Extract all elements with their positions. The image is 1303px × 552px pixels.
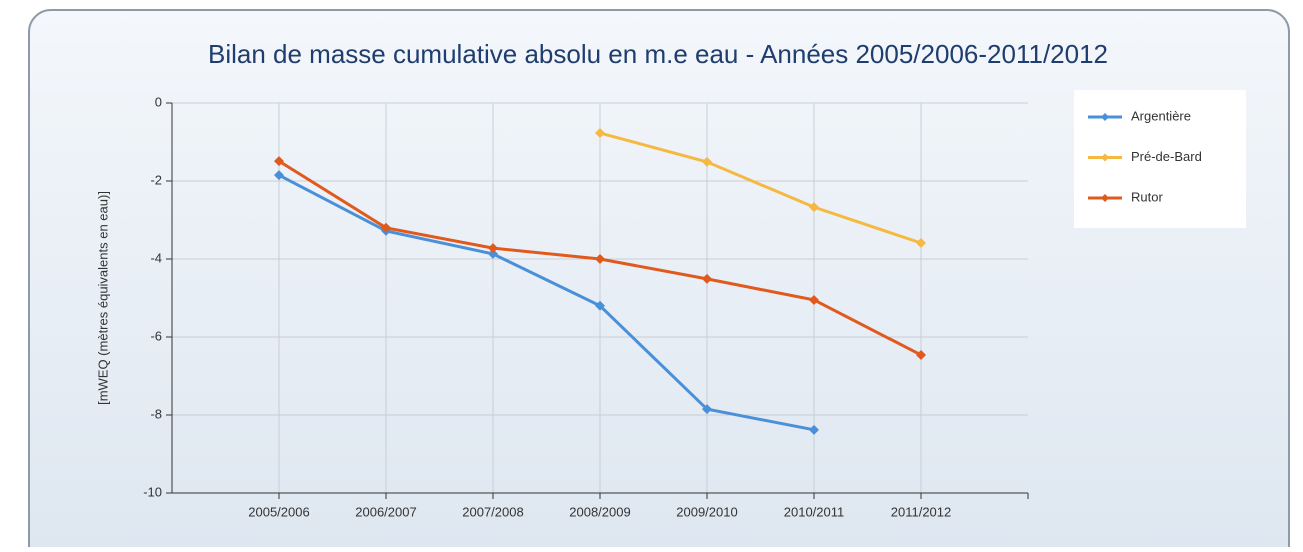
chart-title: Bilan de masse cumulative absolu en m.e … (208, 39, 1108, 69)
x-tick-label: 2005/2006 (248, 504, 309, 519)
y-tick-label: -4 (150, 250, 162, 265)
point (595, 254, 605, 264)
series-line (278, 173, 815, 432)
y-axis-label: [mWEQ (mètres équivalents en eau)] (95, 191, 110, 405)
point (488, 248, 498, 259)
y-tick-label: -8 (150, 406, 162, 421)
legend-label: Rutor (1131, 189, 1163, 204)
x-tick-label: 2010/2011 (784, 504, 845, 519)
legend-marker (1101, 113, 1109, 121)
y-tick-label: -2 (150, 172, 162, 187)
x-tick-label: 2007/2008 (462, 504, 523, 519)
x-tick-label: 2006/2007 (355, 504, 416, 519)
point (809, 294, 819, 305)
x-tick-label: 2008/2009 (569, 504, 630, 519)
legend-marker (1101, 153, 1109, 162)
x-tick-label: 2009/2010 (676, 504, 737, 519)
point (916, 238, 926, 249)
point (595, 128, 605, 139)
point (595, 300, 605, 311)
y-tick-label: -10 (143, 484, 162, 499)
legend-marker (1101, 194, 1109, 202)
point (381, 222, 391, 233)
point (809, 424, 819, 435)
point (702, 404, 712, 415)
panel (28, 9, 1290, 552)
series-line (599, 131, 922, 245)
point (274, 170, 284, 181)
point (809, 202, 819, 213)
point (274, 156, 284, 167)
point (916, 349, 926, 360)
x-tick-label: 2011/2012 (891, 504, 952, 519)
point (702, 273, 712, 284)
y-tick-label: -6 (150, 328, 162, 343)
legend-label: Argentière (1131, 108, 1191, 123)
point (488, 243, 498, 254)
point (702, 156, 712, 167)
y-tick-label: 0 (155, 94, 162, 109)
legend-label: Pré-de-Bard (1131, 149, 1202, 164)
